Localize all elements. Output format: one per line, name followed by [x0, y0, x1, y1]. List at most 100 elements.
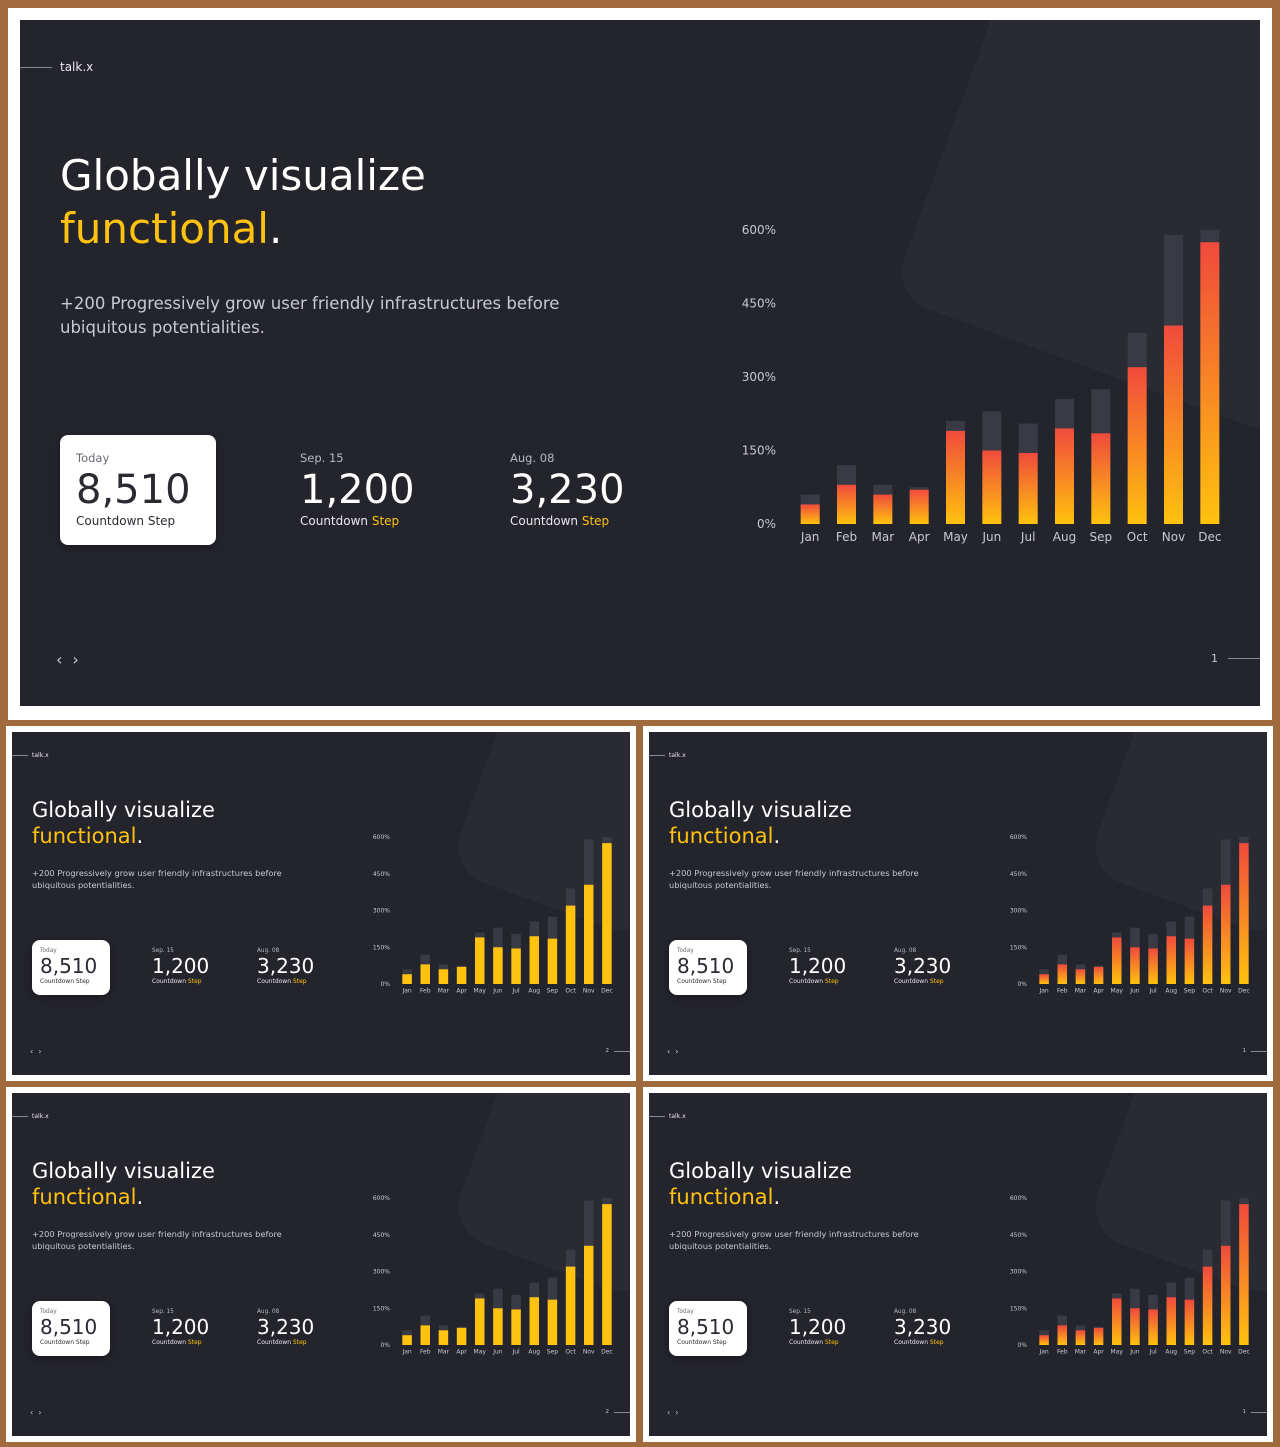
- slide: talk.x Globally visualize functional. +200 …: [12, 732, 630, 1075]
- page-indicator: 1: [1243, 1409, 1267, 1415]
- stat-value: 3,230: [894, 954, 952, 978]
- description-line-1: +200 Progressively grow user friendly in…: [32, 1229, 282, 1239]
- bar: [1239, 1204, 1249, 1345]
- x-tick-label: Nov: [1220, 988, 1232, 995]
- x-tick-label: Mar: [1075, 988, 1087, 995]
- bar: [982, 450, 1002, 524]
- today-stat-card[interactable]: Today 8,510 Countdown Step: [32, 1300, 110, 1356]
- chevron-right-icon[interactable]: ›: [675, 1047, 679, 1056]
- chevron-right-icon[interactable]: ›: [72, 650, 79, 669]
- slide-description: +200 Progressively grow user friendly in…: [669, 1229, 919, 1253]
- bar: [602, 1204, 612, 1345]
- slide-title: Globally visualize functional.: [32, 1158, 215, 1211]
- stat-value: 1,200: [152, 954, 210, 978]
- y-tick-label: 150%: [742, 444, 776, 458]
- page-indicator: 2: [606, 1048, 630, 1054]
- chevron-left-icon[interactable]: ‹: [56, 650, 63, 669]
- chevron-left-icon[interactable]: ‹: [30, 1047, 34, 1056]
- x-tick-label: Aug: [528, 988, 540, 995]
- bar: [1057, 1325, 1067, 1345]
- x-tick-label: Sep: [1184, 1349, 1196, 1356]
- chevron-right-icon[interactable]: ›: [38, 1047, 42, 1056]
- x-tick-label: Aug: [528, 1349, 540, 1356]
- stat-value: 8,510: [677, 1315, 735, 1339]
- stat-caption: Countdown Step: [40, 978, 102, 985]
- bar: [547, 938, 558, 984]
- today-stat-card[interactable]: Today 8,510 Countdown Step: [60, 435, 216, 545]
- stat-caption-highlight: Step: [824, 1339, 839, 1346]
- stat-caption-text: Countdown: [300, 514, 372, 528]
- y-tick-label: 600%: [373, 834, 390, 841]
- chevron-left-icon[interactable]: ‹: [667, 1047, 671, 1056]
- title-line-2: functional.: [669, 823, 852, 849]
- stat-caption-text: Countdown Step: [76, 514, 176, 528]
- x-tick-label: Nov: [1162, 530, 1185, 544]
- page-divider-line: [614, 1050, 630, 1052]
- x-tick-label: Jan: [401, 1349, 411, 1356]
- y-tick-label: 450%: [373, 871, 390, 878]
- bar: [1200, 242, 1220, 524]
- today-stat-card[interactable]: Today 8,510 Countdown Step: [32, 939, 110, 995]
- today-stat-card[interactable]: Today 8,510 Countdown Step: [669, 939, 747, 995]
- title-line-2: functional.: [60, 203, 426, 256]
- stat-caption-highlight: Step: [187, 978, 202, 985]
- x-tick-label: Mar: [438, 988, 450, 995]
- x-tick-label: Oct: [1127, 530, 1148, 544]
- stat-label: Today: [677, 947, 694, 954]
- description-line-2: ubiquitous potentialities.: [60, 317, 265, 337]
- title-accent-word: functional: [669, 824, 774, 849]
- stat-caption: Countdown Step: [894, 978, 974, 985]
- stat-caption: Countdown Step: [300, 514, 460, 528]
- chevron-left-icon[interactable]: ‹: [667, 1408, 671, 1417]
- bar: [1057, 964, 1067, 984]
- stat-label: Aug. 08: [257, 1308, 280, 1315]
- page-number: 1: [1242, 1048, 1247, 1054]
- chevron-right-icon[interactable]: ›: [38, 1408, 42, 1417]
- stat-value: 1,200: [300, 467, 415, 513]
- y-tick-label: 0%: [1017, 981, 1027, 988]
- brand-name: talk.x: [60, 60, 94, 74]
- x-tick-label: Sep: [547, 988, 559, 995]
- y-tick-label: 600%: [1010, 1195, 1027, 1202]
- bar: [1130, 1308, 1140, 1345]
- x-tick-label: Jun: [1129, 1349, 1140, 1356]
- chevron-left-icon[interactable]: ‹: [30, 1408, 34, 1417]
- y-tick-label: 450%: [373, 1232, 390, 1239]
- bar: [1018, 452, 1038, 524]
- x-tick-label: Sep: [547, 1349, 559, 1356]
- description-line-2: ubiquitous potentialities.: [669, 1240, 772, 1251]
- title-dot: .: [136, 824, 144, 849]
- slide-navigation: ‹ ›: [667, 1408, 678, 1417]
- page-divider-line: [614, 1411, 630, 1413]
- stat-label: Sep. 15: [152, 947, 174, 954]
- x-tick-label: Jul: [1148, 1349, 1157, 1356]
- x-tick-label: Jan: [1038, 988, 1048, 995]
- stat-caption: Countdown Step: [677, 978, 739, 985]
- x-tick-label: Mar: [438, 1349, 450, 1356]
- brand-name: talk.x: [32, 1113, 49, 1120]
- x-tick-label: Apr: [1093, 988, 1104, 995]
- x-tick-label: Oct: [1202, 1349, 1213, 1356]
- stat-label: Today: [76, 451, 110, 465]
- brand-name: talk.x: [669, 1113, 686, 1120]
- date-stat: Sep. 15 1,200 Countdown Step: [152, 940, 232, 995]
- date-stat: Sep. 15 1,200 Countdown Step: [300, 435, 460, 545]
- bar: [475, 1298, 485, 1345]
- brand-divider-line: [12, 755, 28, 756]
- page-number: 2: [605, 1409, 610, 1415]
- stat-caption-highlight: Step: [824, 978, 839, 985]
- slide: talk.x Globally visualize functional. +200 …: [12, 1093, 630, 1436]
- brand-header: talk.x: [20, 60, 93, 74]
- brand-divider-line: [12, 1116, 28, 1117]
- bar: [1221, 884, 1231, 984]
- chevron-right-icon[interactable]: ›: [675, 1408, 679, 1417]
- slide-navigation: ‹ ›: [30, 1408, 41, 1417]
- x-tick-label: Aug: [1165, 1349, 1177, 1356]
- x-tick-label: Sep: [1090, 530, 1113, 544]
- bar: [1184, 938, 1195, 984]
- x-tick-label: Mar: [1075, 1349, 1087, 1356]
- page-indicator: 1: [1242, 1048, 1267, 1054]
- today-stat-card[interactable]: Today 8,510 Countdown Step: [669, 1300, 747, 1356]
- y-tick-label: 0%: [380, 1342, 390, 1349]
- brand-divider-line: [649, 1116, 665, 1117]
